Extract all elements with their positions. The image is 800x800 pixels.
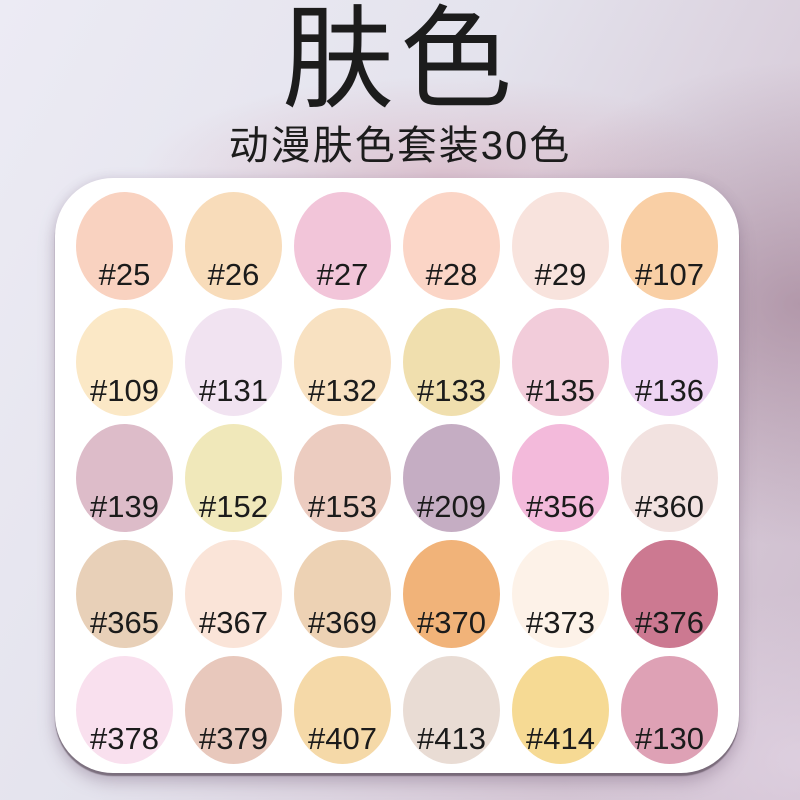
swatch: #370 bbox=[403, 540, 500, 648]
swatch-label: #131 bbox=[199, 373, 268, 408]
swatch-label: #133 bbox=[417, 373, 486, 408]
swatch: #373 bbox=[512, 540, 609, 648]
swatch: #26 bbox=[185, 192, 282, 300]
swatch-label: #413 bbox=[417, 721, 486, 756]
swatch: #369 bbox=[294, 540, 391, 648]
swatch: #107 bbox=[621, 192, 718, 300]
swatch-label: #356 bbox=[526, 489, 595, 524]
swatch: #135 bbox=[512, 308, 609, 416]
swatch-label: #135 bbox=[526, 373, 595, 408]
swatch-label: #360 bbox=[635, 489, 704, 524]
swatch-label: #367 bbox=[199, 605, 268, 640]
swatch-label: #136 bbox=[635, 373, 704, 408]
swatch-label: #373 bbox=[526, 605, 595, 640]
swatch-grid: #25 #26 #27 #28 #29 #107 #109 #131 #132 #133 #135 #… bbox=[55, 178, 739, 764]
swatch: #153 bbox=[294, 424, 391, 532]
swatch: #132 bbox=[294, 308, 391, 416]
swatch: #28 bbox=[403, 192, 500, 300]
swatch-label: #376 bbox=[635, 605, 704, 640]
swatch-label: #26 bbox=[207, 257, 260, 292]
swatch-label: #378 bbox=[90, 721, 159, 756]
swatch-label: #370 bbox=[417, 605, 486, 640]
swatch-card: #25 #26 #27 #28 #29 #107 #109 #131 #132 #133 #135 #… bbox=[55, 178, 739, 773]
swatch: #27 bbox=[294, 192, 391, 300]
swatch: #131 bbox=[185, 308, 282, 416]
swatch-label: #379 bbox=[199, 721, 268, 756]
swatch-label: #25 bbox=[98, 257, 151, 292]
swatch: #29 bbox=[512, 192, 609, 300]
swatch-label: #27 bbox=[316, 257, 369, 292]
swatch: #136 bbox=[621, 308, 718, 416]
swatch: #365 bbox=[76, 540, 173, 648]
swatch-label: #414 bbox=[526, 721, 595, 756]
swatch-label: #407 bbox=[308, 721, 377, 756]
swatch: #139 bbox=[76, 424, 173, 532]
page-title: 肤色 bbox=[282, 0, 518, 122]
swatch: #130 bbox=[621, 656, 718, 764]
swatch: #414 bbox=[512, 656, 609, 764]
swatch-label: #365 bbox=[90, 605, 159, 640]
swatch-label: #369 bbox=[308, 605, 377, 640]
swatch-label: #29 bbox=[534, 257, 587, 292]
page-subtitle: 动漫肤色套装30色 bbox=[228, 124, 572, 168]
swatch: #379 bbox=[185, 656, 282, 764]
swatch-label: #107 bbox=[635, 257, 704, 292]
swatch: #109 bbox=[76, 308, 173, 416]
swatch: #25 bbox=[76, 192, 173, 300]
swatch-label: #130 bbox=[635, 721, 704, 756]
swatch: #378 bbox=[76, 656, 173, 764]
swatch-label: #109 bbox=[90, 373, 159, 408]
swatch-label: #28 bbox=[425, 257, 478, 292]
swatch-label: #152 bbox=[199, 489, 268, 524]
swatch: #356 bbox=[512, 424, 609, 532]
swatch: #209 bbox=[403, 424, 500, 532]
swatch: #413 bbox=[403, 656, 500, 764]
swatch-label: #139 bbox=[90, 489, 159, 524]
swatch: #376 bbox=[621, 540, 718, 648]
swatch-label: #132 bbox=[308, 373, 377, 408]
swatch-label: #209 bbox=[417, 489, 486, 524]
swatch: #360 bbox=[621, 424, 718, 532]
swatch: #152 bbox=[185, 424, 282, 532]
swatch: #133 bbox=[403, 308, 500, 416]
swatch-label: #153 bbox=[308, 489, 377, 524]
swatch: #367 bbox=[185, 540, 282, 648]
swatch: #407 bbox=[294, 656, 391, 764]
header: 肤色 动漫肤色套装30色 bbox=[0, 0, 800, 168]
